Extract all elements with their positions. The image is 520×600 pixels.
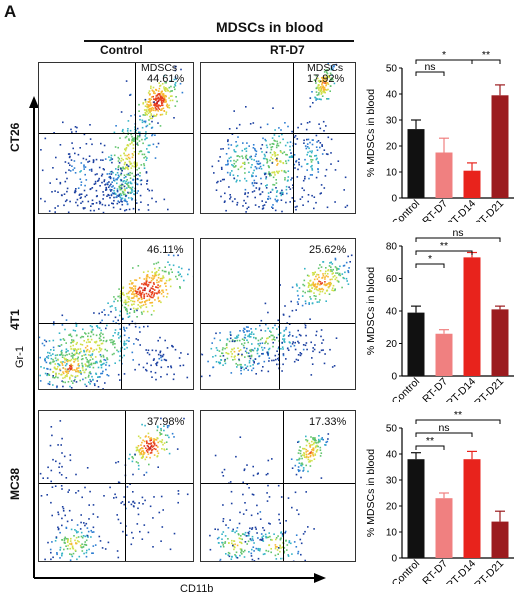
x-tick-label: RT-D7 <box>420 198 450 222</box>
y-tick-label: 30 <box>386 476 398 487</box>
y-tick-label: 80 <box>386 242 398 253</box>
x-tick-label: RT-D21 <box>472 558 506 584</box>
bar <box>463 257 481 376</box>
x-tick-label: RT-D14 <box>444 376 478 402</box>
y-axis-label: % MDSCs in blood <box>365 89 377 177</box>
bar <box>435 152 453 198</box>
gate-label: MDSCs <box>141 62 178 74</box>
y-tick-label: 20 <box>386 142 398 153</box>
significance-bracket <box>415 432 473 437</box>
y-tick-label: 50 <box>386 424 398 435</box>
x-tick-label: RT-D21 <box>472 198 506 222</box>
significance-label: * <box>442 49 446 61</box>
x-tick-label: RT-D7 <box>420 558 450 584</box>
y-axis-label: % MDSCs in blood <box>365 449 377 537</box>
y-tick-label: 10 <box>386 528 398 539</box>
percentage-label: 44.61% <box>147 73 185 85</box>
bar <box>407 459 425 558</box>
gate-label: MDSCs <box>307 62 344 74</box>
y-tick-label: 10 <box>386 168 398 179</box>
bar <box>435 498 453 558</box>
y-tick-label: 30 <box>386 116 398 127</box>
percentage-label: 17.92% <box>307 73 345 85</box>
bar <box>463 459 481 558</box>
bar <box>463 170 481 198</box>
title-rule <box>84 40 354 42</box>
significance-label: ns <box>424 61 435 73</box>
y-tick-label: 40 <box>386 307 398 318</box>
column-header-control: Control <box>100 43 143 57</box>
percentage-label: 37.98% <box>147 416 185 428</box>
percentage-label: 25.62% <box>309 244 347 256</box>
x-tick-label: RT-D14 <box>444 198 478 222</box>
bar <box>435 333 453 376</box>
significance-label: ** <box>426 435 434 447</box>
x-tick-label: RT-D7 <box>420 376 450 402</box>
x-tick-label: RT-D14 <box>444 558 478 584</box>
y-tick-label: 0 <box>391 194 397 205</box>
panel-letter: A <box>4 2 17 21</box>
significance-bracket <box>415 419 501 424</box>
significance-label: ** <box>440 240 448 252</box>
column-header-rt-d7: RT-D7 <box>270 43 305 57</box>
bar <box>407 129 425 198</box>
flow-plot-mc38-rt-d7: 17.33% <box>200 410 356 562</box>
y-axis-label: % MDSCs in blood <box>365 267 377 355</box>
bar <box>407 312 425 376</box>
significance-label: ** <box>482 49 490 61</box>
significance-bracket <box>415 250 473 255</box>
y-tick-label: 60 <box>386 274 398 285</box>
flow-plot-mc38-control: 37.98% <box>38 410 194 562</box>
significance-bracket <box>415 445 445 450</box>
y-tick-label: 40 <box>386 450 398 461</box>
percentage-label: 46.11% <box>147 244 184 256</box>
bar <box>491 521 509 558</box>
significance-bracket <box>415 237 501 242</box>
significance-label: ** <box>454 409 462 421</box>
x-tick-label: RT-D21 <box>472 376 506 402</box>
flow-plot-ct26-rt-d7: MDSCs 17.92% <box>200 62 356 214</box>
significance-label: * <box>428 253 432 265</box>
significance-label: ns <box>452 227 463 239</box>
y-tick-label: 20 <box>386 502 398 513</box>
significance-bracket <box>415 71 445 76</box>
significance-label: ns <box>438 422 449 434</box>
flow-plot-4t1-control: 46.11% <box>38 238 194 390</box>
significance-bracket <box>471 59 501 64</box>
flow-plot-ct26-control: MDSCs 44.61% <box>38 62 194 214</box>
percentage-label: 17.33% <box>309 416 347 428</box>
y-tick-label: 20 <box>386 339 398 350</box>
y-tick-label: 0 <box>391 372 397 383</box>
significance-bracket <box>415 263 445 268</box>
y-tick-label: 0 <box>391 554 397 565</box>
figure-title: MDSCs in blood <box>216 19 324 35</box>
bar <box>491 95 509 198</box>
flow-plot-4t1-rt-d7: 25.62% <box>200 238 356 390</box>
y-tick-label: 40 <box>386 90 398 101</box>
x-axis-label: CD11b <box>180 583 214 595</box>
y-tick-label: 50 <box>386 64 398 75</box>
y-axis-label: Gr-1 <box>14 346 26 368</box>
bar <box>491 309 509 376</box>
